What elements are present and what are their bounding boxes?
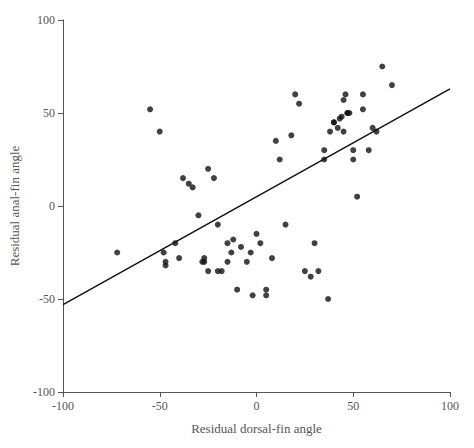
svg-text:-50: -50	[152, 399, 168, 413]
svg-text:Residual dorsal-fin angle: Residual dorsal-fin angle	[191, 421, 322, 436]
svg-text:50: 50	[347, 399, 359, 413]
svg-text:Residual anal-fin angle: Residual anal-fin angle	[7, 145, 22, 266]
svg-text:-100: -100	[52, 399, 74, 413]
svg-text:0: 0	[49, 199, 55, 213]
svg-text:100: 100	[37, 13, 55, 27]
svg-text:50: 50	[43, 106, 55, 120]
svg-text:0: 0	[254, 399, 260, 413]
svg-text:100: 100	[441, 399, 459, 413]
svg-text:-50: -50	[39, 292, 55, 306]
svg-text:-100: -100	[33, 385, 55, 399]
